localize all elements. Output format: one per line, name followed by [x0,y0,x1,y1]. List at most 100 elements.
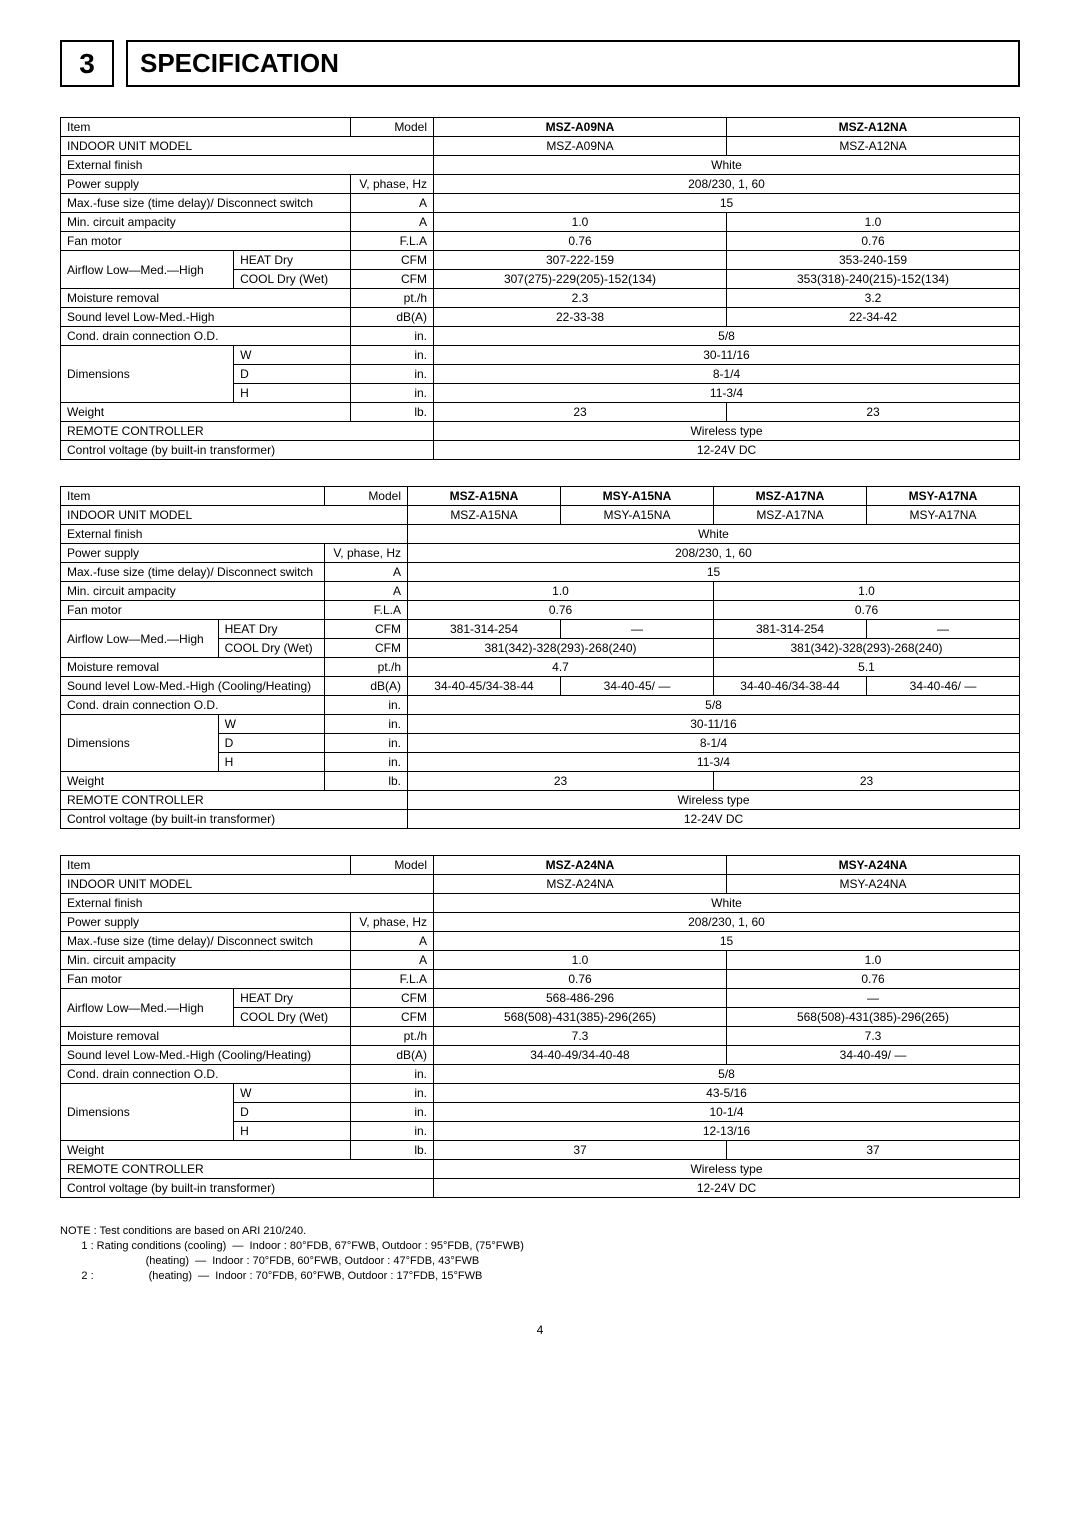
label-external-finish: External finish [61,894,434,913]
model-header: MSZ-A17NA [714,487,867,506]
label-min-circuit: Min. circuit ampacity [61,213,351,232]
cell: 15 [408,563,1020,582]
label-power-supply: Power supply [61,913,351,932]
unit: F.L.A [351,232,434,251]
cell: 208/230, 1, 60 [434,913,1020,932]
cell: 7.3 [434,1027,727,1046]
cell: 15 [434,194,1020,213]
label-indoor-unit: INDOOR UNIT MODEL [61,875,434,894]
cell: MSY-A17NA [867,506,1020,525]
unit: in. [325,753,408,772]
cell: Wireless type [408,791,1020,810]
cell: 3.2 [727,289,1020,308]
cell: 23 [714,772,1020,791]
cell: 0.76 [714,601,1020,620]
label-max-fuse: Max.-fuse size (time delay)/ Disconnect … [61,563,325,582]
cell: 568(508)-431(385)-296(265) [434,1008,727,1027]
model-header: MSY-A17NA [867,487,1020,506]
cell: 43-5/16 [434,1084,1020,1103]
unit: pt./h [351,1027,434,1046]
label-remote: REMOTE CONTROLLER [61,1160,434,1179]
spec-table-1: Item Model MSZ-A09NA MSZ-A12NA INDOOR UN… [60,117,1020,460]
label-external-finish: External finish [61,156,434,175]
cell: White [408,525,1020,544]
unit: A [351,951,434,970]
label-cond-drain: Cond. drain connection O.D. [61,327,351,346]
label-cool-dry-wet: COOL Dry (Wet) [234,270,351,289]
page-number: 4 [60,1323,1020,1337]
cell: 8-1/4 [408,734,1020,753]
cell: 37 [727,1141,1020,1160]
cell: 353(318)-240(215)-152(134) [727,270,1020,289]
cell: 2.3 [434,289,727,308]
label-power-supply: Power supply [61,544,325,563]
cell: 12-24V DC [408,810,1020,829]
cell: 381(342)-328(293)-268(240) [714,639,1020,658]
label-h: H [218,753,324,772]
cell: MSZ-A15NA [408,506,561,525]
cell: 5/8 [408,696,1020,715]
cell: 568(508)-431(385)-296(265) [727,1008,1020,1027]
unit: CFM [351,251,434,270]
cell: 34-40-49/ — [727,1046,1020,1065]
unit: in. [351,1103,434,1122]
label-indoor-unit: INDOOR UNIT MODEL [61,506,408,525]
label-item: Item [61,118,351,137]
cell: 34-40-46/34-38-44 [714,677,867,696]
unit: in. [351,1084,434,1103]
section-header: 3 SPECIFICATION [60,40,1020,87]
label-model: Model [351,118,434,137]
unit: in. [325,696,408,715]
cell: MSZ-A24NA [434,875,727,894]
unit: A [325,582,408,601]
cell: 30-11/16 [408,715,1020,734]
cell: 12-24V DC [434,441,1020,460]
cell: White [434,894,1020,913]
label-control-voltage: Control voltage (by built-in transformer… [61,1179,434,1198]
label-min-circuit: Min. circuit ampacity [61,582,325,601]
cell: 0.76 [434,970,727,989]
label-airflow: Airflow Low—Med.—High [61,251,234,289]
label-fan-motor: Fan motor [61,970,351,989]
cell: 0.76 [434,232,727,251]
label-d: D [218,734,324,753]
label-w: W [234,346,351,365]
cell: 5.1 [714,658,1020,677]
unit: dB(A) [325,677,408,696]
label-moisture: Moisture removal [61,658,325,677]
label-w: W [234,1084,351,1103]
label-model: Model [351,856,434,875]
unit: F.L.A [325,601,408,620]
label-heat-dry: HEAT Dry [234,989,351,1008]
cell: — [727,989,1020,1008]
label-h: H [234,384,351,403]
unit: V, phase, Hz [351,913,434,932]
model-header: MSY-A15NA [561,487,714,506]
unit: A [351,932,434,951]
cell: 0.76 [727,232,1020,251]
cell: 0.76 [727,970,1020,989]
label-airflow: Airflow Low—Med.—High [61,620,219,658]
cell: 1.0 [408,582,714,601]
cell: 0.76 [408,601,714,620]
model-header: MSY-A24NA [727,856,1020,875]
unit: in. [351,365,434,384]
cell: MSZ-A09NA [434,137,727,156]
cell: 30-11/16 [434,346,1020,365]
unit: CFM [325,639,408,658]
label-weight: Weight [61,1141,351,1160]
label-dimensions: Dimensions [61,1084,234,1141]
unit: lb. [351,1141,434,1160]
unit: in. [351,384,434,403]
label-model: Model [325,487,408,506]
unit: CFM [325,620,408,639]
cell: 23 [434,403,727,422]
cell: White [434,156,1020,175]
label-moisture: Moisture removal [61,289,351,308]
cell: 1.0 [434,213,727,232]
cell: 11-3/4 [408,753,1020,772]
cell: 34-40-46/ — [867,677,1020,696]
label-heat-dry: HEAT Dry [218,620,324,639]
label-cool-dry-wet: COOL Dry (Wet) [218,639,324,658]
label-weight: Weight [61,403,351,422]
